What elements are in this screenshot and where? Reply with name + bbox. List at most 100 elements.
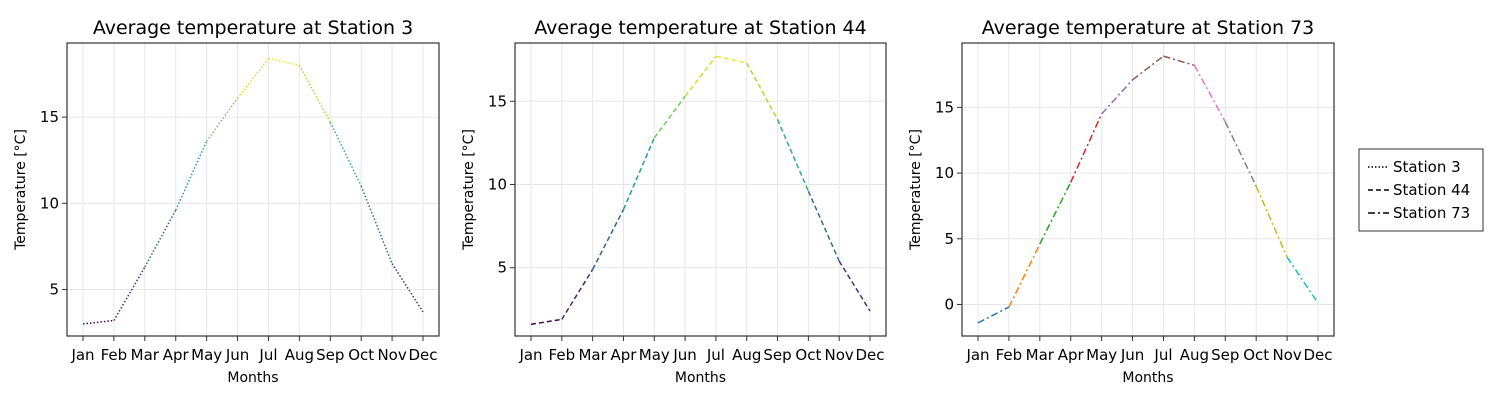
series-segment-1 [82,319,114,325]
x-tick-label: Nov [1272,346,1301,364]
series-segment-2 [113,266,146,321]
x-tick-label: Jul [258,346,277,364]
series-segment-2 [1008,243,1041,308]
legend-label-station-3: Station 3 [1393,158,1461,176]
x-tick-label: Nov [377,346,406,364]
axes-frame [514,42,887,337]
series-segment-10 [360,185,393,264]
chart-title: Average temperature at Station 73 [982,17,1314,39]
x-tick-label: Feb [549,346,576,364]
x-tick-label: Jan [965,346,989,364]
chart-panels: Jan Feb Mar Apr May Jun Jul Aug Sep Oct Nov Dec5101… [13,17,1335,386]
series-segment-4 [622,137,655,210]
series-segment-1 [530,318,562,326]
series-segment-3 [591,209,625,270]
series-segment-9 [776,119,810,192]
x-tick-label: Apr [610,346,637,364]
y-tick-label: 10 [935,164,954,182]
x-tick-label: Apr [1058,346,1085,364]
y-tick-label: 5 [49,280,59,298]
x-tick-label: Oct [1243,346,1269,364]
series-segment-3 [1039,181,1072,245]
x-tick-label: Jul [706,346,725,364]
x-axis-label: Months [1122,370,1173,386]
series-segment-9 [1224,121,1257,187]
series-segment-1 [977,306,1010,324]
y-tick-label: 10 [488,176,507,194]
x-tick-label: Apr [163,346,190,364]
series-segment-6 [236,58,270,99]
x-tick-label: Jan [70,346,94,364]
chart-panel-3: Jan Feb Mar Apr May Jun Jul Aug Sep Oct Nov Dec 0 5 10… [908,17,1335,386]
axes-frame [961,42,1335,337]
x-tick-label: Dec [855,346,884,364]
series-segment-8 [1193,64,1226,123]
x-tick-label: Feb [101,346,128,364]
legend-label-station-73: Station 73 [1393,204,1470,222]
x-tick-label: Aug [285,346,314,364]
x-tick-label: Jun [225,346,249,364]
series-segment-8 [746,62,779,120]
series-segment-3 [144,209,177,268]
series-segment-11 [1286,256,1319,304]
y-tick-label: 10 [40,194,59,212]
series-segment-11 [391,263,424,313]
chart-panel-1: Jan Feb Mar Apr May Jun Jul Aug Sep Oct Nov Dec 5 10 1… [13,17,440,386]
x-tick-label: Oct [795,346,821,364]
x-tick-label: Jan [518,346,542,364]
y-axis-label: Temperature [°C] [461,129,477,251]
x-tick-label: Jun [1120,346,1144,364]
series-segment-2 [561,269,594,320]
x-tick-label: Sep [1211,346,1239,364]
x-tick-label: Oct [348,346,374,364]
x-tick-label: Jun [672,346,696,364]
series-segment-7 [1163,55,1195,67]
y-axis-label: Temperature [°C] [908,129,924,251]
x-tick-label: Jul [1153,346,1172,364]
x-tick-label: May [639,346,670,364]
series-segment-4 [1070,113,1103,183]
series-segment-10 [807,190,840,262]
chart-title: Average temperature at Station 3 [93,17,413,39]
chart-panel-2: Jan Feb Mar Apr May Jun Jul Aug Sep Oct Nov Dec 5 10 1… [461,17,887,386]
x-tick-label: Nov [825,346,854,364]
x-tick-label: Dec [1303,346,1332,364]
x-tick-label: May [191,346,222,364]
y-tick-label: 5 [497,259,507,277]
x-tick-label: Dec [408,346,437,364]
y-axis-label: Temperature [°C] [13,129,29,251]
series-segment-6 [684,55,717,97]
series-segment-4 [175,140,208,211]
series-segment-8 [298,65,331,123]
y-tick-label: 15 [488,92,507,110]
y-tick-label: 5 [944,230,954,248]
x-tick-label: May [1086,346,1117,364]
axes-frame [66,42,440,337]
x-tick-label: Sep [763,346,791,364]
series-segment-7 [715,55,747,64]
y-tick-label: 15 [40,108,59,126]
series-segment-5 [653,95,686,139]
series-segment-7 [268,57,300,67]
x-tick-label: Mar [1026,346,1055,364]
x-tick-label: Feb [996,346,1023,364]
x-tick-label: Aug [1180,346,1209,364]
x-axis-label: Months [227,370,278,386]
series-segment-5 [206,97,239,142]
legend-label-station-44: Station 44 [1393,181,1470,199]
chart-title: Average temperature at Station 44 [534,17,866,39]
series-segment-10 [1255,185,1288,258]
x-tick-label: Aug [732,346,761,364]
x-tick-label: Sep [316,346,344,364]
x-tick-label: Mar [578,346,607,364]
series-segment-9 [329,121,362,187]
y-tick-label: 15 [935,98,954,116]
y-tick-label: 0 [944,295,954,313]
series-segment-5 [1101,79,1134,115]
series-segment-6 [1132,55,1164,81]
x-axis-label: Months [675,370,726,386]
x-tick-label: Mar [131,346,160,364]
legend: Station 3 Station 44 Station 73 [1358,148,1484,232]
series-segment-11 [838,260,871,312]
